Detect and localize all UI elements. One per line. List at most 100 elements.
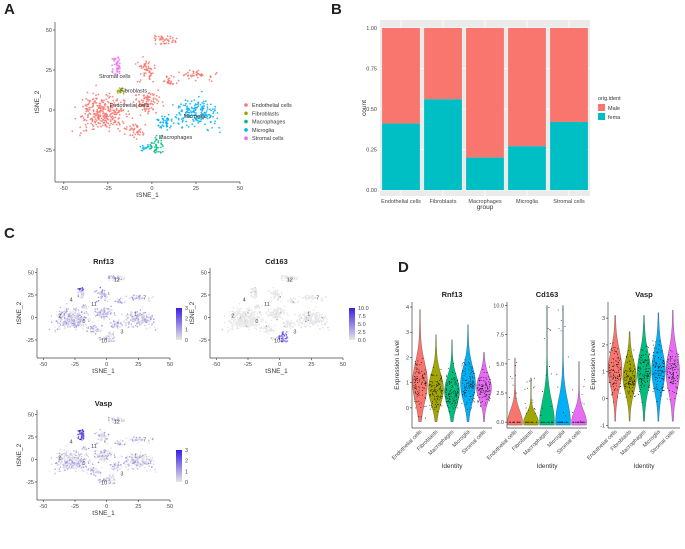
tsne-point-0 xyxy=(144,96,146,98)
feature-point xyxy=(282,334,284,336)
tsne-point-3 xyxy=(207,104,209,106)
feature-point xyxy=(83,329,85,331)
violin-point xyxy=(630,364,631,365)
feature-point xyxy=(82,306,84,308)
tsne-point-0 xyxy=(189,70,191,72)
feature-point xyxy=(109,337,111,339)
feature-point xyxy=(125,466,127,468)
feature-point xyxy=(67,326,69,328)
violin-point xyxy=(469,385,470,386)
tsne-point-0 xyxy=(105,108,107,110)
tsne-point-2 xyxy=(160,142,162,144)
violin-point xyxy=(486,377,487,378)
violin-point xyxy=(617,354,618,355)
feature-point xyxy=(285,333,287,335)
feature-point xyxy=(56,462,58,464)
violin-point xyxy=(447,405,448,406)
violin-point xyxy=(461,373,462,374)
violin-x-axis-title: Identity xyxy=(442,463,464,470)
tsne-point-0 xyxy=(83,120,85,122)
feature-point xyxy=(280,314,282,316)
feature-point xyxy=(130,313,132,315)
violin-point xyxy=(618,367,619,368)
violin-point xyxy=(626,374,627,375)
feature-point xyxy=(107,314,109,316)
feature-point xyxy=(101,292,103,294)
violin-point xyxy=(430,391,431,392)
violin-point xyxy=(415,373,416,374)
feature-point xyxy=(286,331,288,333)
violin-point xyxy=(424,406,425,407)
tsne-point-0 xyxy=(141,99,143,101)
feature-point xyxy=(114,479,116,481)
feature-point xyxy=(58,467,60,469)
tsne-point-0 xyxy=(90,123,92,125)
violin-point xyxy=(515,365,516,366)
violin-point xyxy=(612,350,613,351)
feature-point xyxy=(304,323,306,325)
feature-point xyxy=(59,470,61,472)
violin-point xyxy=(474,392,475,393)
feature-point xyxy=(120,301,122,303)
feature-point xyxy=(130,460,132,462)
feature-point xyxy=(257,312,259,314)
cluster-label: 10 xyxy=(101,339,107,345)
violin-point xyxy=(477,401,478,402)
feature-point xyxy=(244,324,246,326)
violin-point xyxy=(455,381,456,382)
violin-point xyxy=(425,384,426,385)
violin-point xyxy=(634,381,635,382)
violin-point xyxy=(619,376,620,377)
feature-point xyxy=(306,299,308,301)
violin-point xyxy=(434,407,435,408)
violin-point xyxy=(584,404,585,405)
violin-point xyxy=(449,398,450,399)
violin-point xyxy=(546,375,547,376)
violin-point xyxy=(565,326,566,327)
violin-point xyxy=(489,384,490,385)
feature-point xyxy=(285,340,287,342)
tsne-point-0 xyxy=(152,104,154,106)
violin-point xyxy=(449,382,450,383)
violin-point xyxy=(474,384,475,385)
violin-point xyxy=(468,369,469,370)
feature-point xyxy=(128,460,130,462)
violin-point xyxy=(462,394,463,395)
feature-point xyxy=(287,312,289,314)
feature-point xyxy=(95,457,97,459)
feature-point xyxy=(114,312,116,314)
violin-point xyxy=(487,385,488,386)
violin-point xyxy=(424,374,425,375)
violin-point xyxy=(510,376,511,377)
tsne-point-3 xyxy=(167,117,169,119)
feature-point xyxy=(315,306,317,308)
feature-point xyxy=(112,480,114,482)
feature-point xyxy=(128,326,130,328)
tsne-point-3 xyxy=(169,127,171,129)
violin-point xyxy=(584,422,585,423)
violin-point xyxy=(434,409,435,410)
feature-point xyxy=(307,318,309,320)
violin-point xyxy=(420,364,421,365)
feature-point xyxy=(97,314,99,316)
feature-point xyxy=(303,320,305,322)
feature-point xyxy=(78,294,80,296)
violin-point xyxy=(486,394,487,395)
feature-point xyxy=(285,324,287,326)
panel-b-y-axis-title: count xyxy=(361,100,368,116)
feature-point xyxy=(287,322,289,324)
tsne-point-0 xyxy=(139,81,141,83)
feature-point xyxy=(311,322,313,324)
feature-point xyxy=(230,329,232,331)
feature-point xyxy=(324,316,326,318)
tsne-point-3 xyxy=(182,121,184,123)
tsne-point-0 xyxy=(187,72,189,74)
violin-point xyxy=(446,376,447,377)
violin-point xyxy=(624,377,625,378)
violin-point xyxy=(436,386,437,387)
tsne-point-2 xyxy=(157,147,159,149)
feature-point xyxy=(127,455,129,457)
violin-point xyxy=(470,393,471,394)
violin-point xyxy=(633,378,634,379)
violin-point xyxy=(633,350,634,351)
